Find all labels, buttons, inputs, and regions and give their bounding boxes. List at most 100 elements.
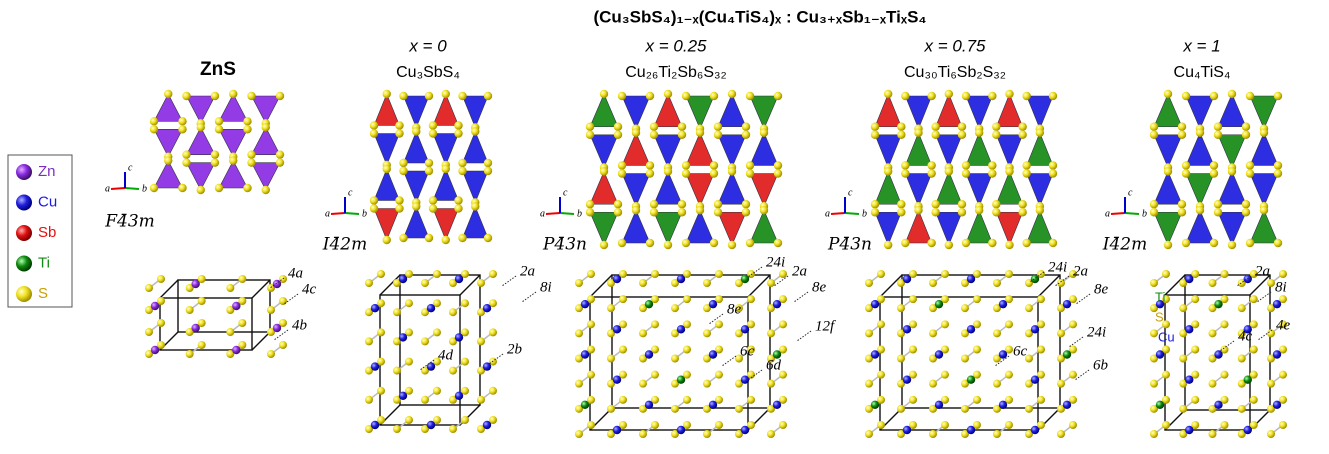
sulfur-atom [377, 299, 385, 308]
sulfur-atom [639, 279, 647, 287]
sulfur-atom [992, 130, 1001, 139]
sulfur-atom [973, 421, 981, 429]
tetrahedron [965, 131, 993, 166]
sulfur-atom [745, 238, 755, 248]
sulfur-atom [267, 284, 275, 292]
tetrahedron [1249, 95, 1279, 130]
sulfur-atom [779, 295, 787, 304]
sulfur-atom [741, 130, 751, 139]
sulfur-atom [941, 370, 949, 379]
cell-edge [1164, 294, 1251, 431]
sulfur-atom [779, 421, 787, 429]
sulfur-atom [395, 129, 404, 138]
sulfur-atom [929, 354, 937, 363]
sulfur-atom [607, 304, 615, 313]
sulfur-atom [458, 158, 467, 168]
metal-atom [232, 301, 241, 311]
cell-edge [747, 274, 771, 298]
sulfur-atom [157, 297, 165, 305]
sulfur-atom [421, 308, 429, 317]
sulfur-atom [683, 370, 691, 379]
sulfur-atom [1179, 379, 1188, 388]
sulfur-atom [461, 386, 469, 395]
tetrahedron [653, 211, 683, 246]
sulfur-atom [865, 379, 873, 388]
tetrahedron [935, 134, 963, 169]
metal-atom [644, 350, 654, 359]
metal-atom [1272, 350, 1282, 359]
sulfur-atom [870, 130, 880, 139]
sulfur-atom [185, 328, 194, 336]
metal-atom [1185, 274, 1194, 284]
sulfur-atom [1005, 270, 1013, 278]
sulfur-atom [1208, 304, 1217, 313]
tetrahedron [621, 209, 651, 244]
tetrahedron [589, 134, 619, 169]
metal-atom [580, 299, 590, 309]
legend-swatch [16, 164, 32, 180]
sulfur-atom [489, 416, 497, 424]
sulfur-atom [1273, 238, 1283, 248]
sulfur-atom [1195, 128, 1205, 137]
tetrahedron [373, 168, 400, 201]
sulfur-atom [715, 395, 723, 404]
sulfur-atom [458, 233, 467, 243]
tetrahedron [995, 211, 1024, 246]
metal-atom [870, 299, 880, 309]
axis-label: b [577, 208, 582, 219]
sulfur-atom [1267, 354, 1275, 363]
sulfur-atom [428, 129, 438, 138]
sulfur-atom [677, 200, 687, 209]
sulfur-atom [178, 125, 187, 134]
wyckoff-site: 4e [1276, 317, 1291, 333]
metal-atom [1185, 375, 1194, 384]
axis-label: b [1142, 208, 1147, 219]
sulfur-atom [929, 404, 937, 413]
sulfur-atom [1018, 130, 1027, 139]
sulfur-atom [1241, 208, 1251, 217]
metal-atom [902, 375, 912, 384]
sulfur-atom [1241, 122, 1251, 131]
sulfur-atom [1025, 404, 1033, 413]
sulfur-atom [1241, 200, 1251, 209]
sulfur-atom [1177, 130, 1187, 139]
sulfur-atom [1208, 329, 1217, 338]
sulfur-atom [575, 304, 583, 313]
sulfur-atom [477, 279, 485, 287]
sulfur-atom [613, 200, 623, 209]
sulfur-atom [210, 158, 220, 167]
tetrahedron [995, 93, 1024, 128]
element-label: S [1155, 309, 1164, 324]
wyckoff-site: 2a [792, 263, 807, 279]
sulfur-atom [1035, 206, 1045, 215]
sulfur-atom [973, 370, 981, 379]
sulfur-atom [149, 117, 159, 126]
sulfur-atom [929, 304, 937, 313]
wyckoff-site: 6c [740, 343, 755, 359]
sulfur-atom [735, 304, 743, 313]
sulfur-atom [185, 306, 194, 314]
tetrahedron [462, 205, 489, 239]
sulfur-atom [773, 91, 783, 101]
metal-atom [772, 400, 782, 410]
site-leader [1074, 369, 1090, 381]
tetrahedron [462, 95, 489, 129]
sulfur-atom [651, 295, 659, 304]
metal-atom [998, 350, 1008, 359]
tetrahedron [1026, 173, 1054, 208]
sulfur-atom [587, 320, 595, 329]
legend-label: Zn [38, 163, 56, 180]
figure-title: (Cu₃SbS₄)₁₋ₓ(Cu₄TiS₄)ₓ : Cu₃₊ₓSb₁₋ₓTiₓS₄ [593, 7, 926, 26]
sulfur-atom [617, 161, 627, 170]
sulfur-atom [587, 421, 595, 429]
polyhedral-structure [369, 89, 493, 245]
sulfur-atom [683, 395, 691, 404]
wyckoff-site: 24i [1048, 259, 1067, 275]
metal-atom [272, 279, 282, 289]
sulfur-atom [585, 122, 595, 131]
tetrahedron [904, 131, 933, 166]
sulfur-atom [607, 329, 615, 338]
sulfur-atom [649, 122, 659, 131]
sulfur-atom [1022, 238, 1031, 248]
formula: Cu₄TiS₄ [1174, 64, 1231, 81]
